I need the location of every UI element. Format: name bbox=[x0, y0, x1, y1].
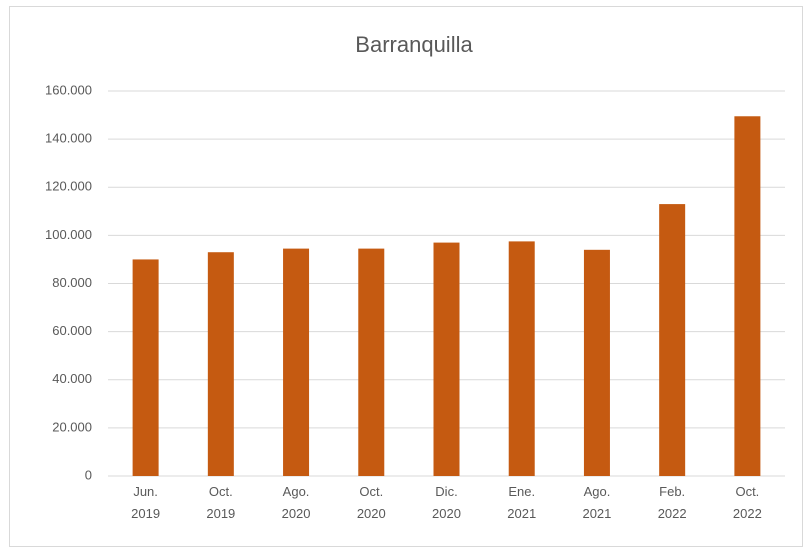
x-tick-label: Ene. 2021 bbox=[507, 484, 536, 521]
bar bbox=[207, 252, 234, 476]
x-tick-label: Ago. 2020 bbox=[282, 484, 311, 521]
x-tick-label: Oct. 2020 bbox=[357, 484, 386, 521]
x-tick-label: Ago. 2021 bbox=[582, 484, 611, 521]
bar bbox=[433, 242, 460, 476]
y-tick-label: 160.000 bbox=[45, 82, 92, 97]
y-tick-label: 40.000 bbox=[52, 371, 92, 386]
bar bbox=[659, 204, 686, 476]
y-tick-label: 20.000 bbox=[52, 419, 92, 434]
bar bbox=[358, 248, 385, 476]
y-tick-label: 0 bbox=[85, 467, 92, 482]
bar bbox=[508, 241, 535, 476]
x-tick-label: Jun. 2019 bbox=[131, 484, 160, 521]
y-tick-label: 60.000 bbox=[52, 323, 92, 338]
x-tick-label: Oct. 2022 bbox=[733, 484, 762, 521]
x-tick-label: Dic. 2020 bbox=[432, 484, 461, 521]
x-tick-label: Oct. 2019 bbox=[206, 484, 235, 521]
bar bbox=[734, 116, 761, 476]
x-tick-label: Feb. 2022 bbox=[658, 484, 687, 521]
bar bbox=[583, 249, 610, 476]
y-tick-label: 80.000 bbox=[52, 275, 92, 290]
y-tick-label: 100.000 bbox=[45, 227, 92, 242]
bar bbox=[283, 248, 310, 476]
y-tick-label: 120.000 bbox=[45, 179, 92, 194]
y-tick-label: 140.000 bbox=[45, 131, 92, 146]
chart-title: Barranquilla bbox=[355, 32, 473, 57]
bar bbox=[132, 259, 159, 476]
